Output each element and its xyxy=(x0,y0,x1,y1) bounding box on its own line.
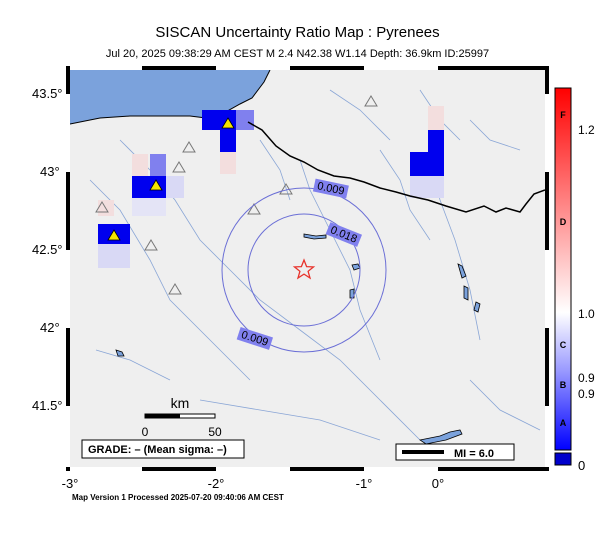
map-title: SISCAN Uncertainty Ratio Map : Pyrenees xyxy=(155,24,440,41)
grade-box: GRADE: – (Mean sigma: –) xyxy=(81,439,245,459)
colorbar-grade: D xyxy=(560,217,567,227)
longitude-axis: -3° -2° -1° 0° xyxy=(62,476,445,491)
scale-tick-label: 0 xyxy=(142,425,149,439)
station-triangle-icon xyxy=(364,95,378,107)
station-triangle-icon xyxy=(182,141,196,153)
lon-tick-label: -1° xyxy=(356,476,373,491)
lat-tick-label: 43.5° xyxy=(32,86,63,101)
station-triangle-icon xyxy=(144,239,158,251)
lon-tick-label: 0° xyxy=(432,476,444,491)
uncertainty-contours xyxy=(221,187,387,353)
lon-tick-label: -3° xyxy=(62,476,79,491)
colorbar-grade: A xyxy=(560,418,567,428)
event-info: Jul 20, 2025 09:38:29 AM CEST M 2.4 N42.… xyxy=(105,48,490,60)
scale-bar: km 0 50 xyxy=(142,395,222,439)
lon-tick-label: -2° xyxy=(208,476,225,491)
contour-label: 0.009 xyxy=(316,180,345,197)
lakes xyxy=(115,233,481,445)
grade-text: GRADE: – (Mean sigma: –) xyxy=(88,444,227,456)
map-frame xyxy=(66,66,549,471)
mi-text: MI = 6.0 xyxy=(454,448,494,460)
colorbar-grade: F xyxy=(560,110,566,120)
lat-tick-label: 41.5° xyxy=(32,398,63,413)
station-used-icon xyxy=(221,117,235,129)
lat-tick-label: 42.5° xyxy=(32,242,63,257)
colorbar-grade: B xyxy=(560,380,567,390)
colorbar-value: 0 xyxy=(578,458,585,473)
colorbar-value: 0.9 xyxy=(578,387,595,401)
lat-tick-label: 42° xyxy=(40,320,60,335)
latitude-axis: 43.5° 43° 42.5° 42° 41.5° xyxy=(32,86,63,413)
international-border xyxy=(247,121,545,213)
uncertainty-cells xyxy=(98,106,444,268)
coastline xyxy=(70,70,271,125)
contour-labels xyxy=(236,178,363,350)
station-triangle-icon xyxy=(168,283,182,295)
station-used-icon xyxy=(149,179,163,191)
intensity-legend: MI = 6.0 xyxy=(395,443,515,461)
colorbar-grade: C xyxy=(560,340,567,350)
scale-title: km xyxy=(171,395,190,411)
colorbar-value: 1.0 xyxy=(578,307,595,321)
epicenter-star-icon xyxy=(292,258,316,280)
processing-footer: Map Version 1 Processed 2025-07-20 09:40… xyxy=(72,493,284,502)
lat-tick-label: 43° xyxy=(40,164,60,179)
seismic-stations xyxy=(95,95,378,295)
station-triangle-icon xyxy=(95,201,109,213)
colorbar: F D C B A 1.2 1.0 0.9 0.9 0 xyxy=(554,87,595,473)
scale-tick-label: 50 xyxy=(208,425,222,439)
station-triangle-icon xyxy=(247,203,261,215)
colorbar-value: 0.9 xyxy=(578,371,595,385)
station-used-icon xyxy=(107,229,121,241)
colorbar-value: 1.2 xyxy=(578,123,595,137)
station-triangle-icon xyxy=(172,161,186,173)
